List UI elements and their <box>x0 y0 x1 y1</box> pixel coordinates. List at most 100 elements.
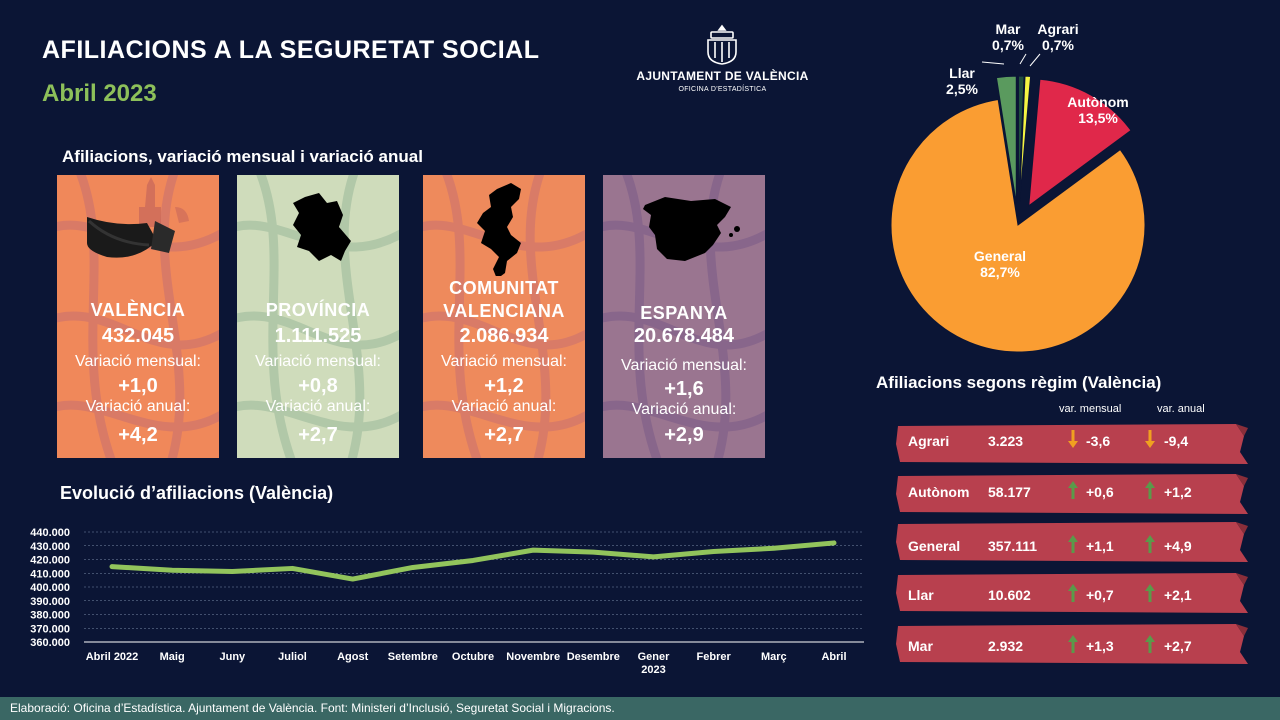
annual-label: Variació anual: <box>265 398 371 415</box>
x-tick-label: Febrer <box>697 651 732 663</box>
data-point <box>351 577 355 581</box>
regim-annual: -9,4 <box>1164 433 1189 449</box>
pie-value: 2,5% <box>946 81 978 97</box>
monthly-value: +1,6 <box>664 378 704 400</box>
arrow-up-icon <box>1068 481 1078 499</box>
y-tick-label: 440.000 <box>30 527 70 539</box>
monthly-value: +1,0 <box>118 375 158 397</box>
logo-line1: AJUNTAMENT DE VALÈNCIA <box>636 69 809 83</box>
pie-label: Mar <box>996 21 1021 37</box>
data-point <box>110 565 114 569</box>
regim-pie-chart: Mar0,7%Agrari0,7%Autònom13,5%General82,7… <box>890 21 1146 353</box>
data-point <box>772 546 776 550</box>
card-valencia: VALÈNCIA 432.045 Variació mensual: +1,0 … <box>57 175 219 458</box>
annual-value: +2,9 <box>664 424 704 446</box>
regim-annual: +4,9 <box>1164 538 1192 554</box>
regim-name: Llar <box>908 587 934 603</box>
page-subtitle: Abril 2023 <box>42 80 157 107</box>
header-annual: var. anual <box>1157 403 1205 415</box>
annual-value: +4,2 <box>118 424 158 446</box>
x-tick-label: Maig <box>160 651 185 663</box>
arrow-up-icon <box>1068 535 1078 553</box>
data-point <box>591 550 595 554</box>
header-monthly: var. mensual <box>1059 403 1122 415</box>
regim-row: Autònom 58.177 +0,6 +1,2 <box>896 472 1248 514</box>
x-tick-label: Octubre <box>452 651 494 663</box>
monthly-label: Variació mensual: <box>255 353 381 370</box>
card-comunitat: COMUNITAT VALENCIANA 2.086.934 Variació … <box>423 175 585 458</box>
card-value: 20.678.484 <box>633 325 735 347</box>
pie-slice-llar <box>995 75 1017 204</box>
data-point <box>411 565 415 569</box>
y-tick-label: 360.000 <box>30 637 70 649</box>
regim-row: Mar 2.932 +1,3 +2,7 <box>896 622 1248 664</box>
card-espanya: ESPANYA 20.678.484 Variació mensual: +1,… <box>603 175 765 458</box>
regim-monthly: -3,6 <box>1086 433 1111 449</box>
pie-value: 0,7% <box>1042 37 1074 53</box>
y-tick-label: 370.000 <box>30 623 70 635</box>
x-tick-label: Abril <box>821 651 846 663</box>
annual-label: Variació anual: <box>85 398 191 415</box>
monthly-label: Variació mensual: <box>621 357 747 374</box>
x-tick-label: Abril 2022 <box>86 651 139 663</box>
card-provincia: PROVÍNCIA 1.111.525 Variació mensual: +0… <box>237 175 399 458</box>
regim-monthly: +1,3 <box>1086 638 1114 654</box>
regim-value: 10.602 <box>988 587 1031 603</box>
card-value: 2.086.934 <box>459 325 549 347</box>
annual-label: Variació anual: <box>631 401 737 418</box>
leader-line <box>1019 53 1027 65</box>
cards-section-title: Afiliacions, variació mensual i variació… <box>62 147 423 166</box>
region-map-icon <box>477 183 521 276</box>
card-value: 432.045 <box>101 325 175 347</box>
regim-row: Agrari 3.223 -3,6 -9,4 <box>896 422 1248 464</box>
province-map-icon <box>293 193 351 261</box>
leader-line <box>1029 53 1041 67</box>
y-tick-label: 430.000 <box>30 541 70 553</box>
footer-text: Elaboració: Oficina d’Estadística. Ajunt… <box>10 701 615 715</box>
pie-label: Agrari <box>1037 21 1078 37</box>
arrow-up-icon <box>1145 584 1155 602</box>
data-point <box>230 569 234 573</box>
regim-name: General <box>908 538 961 554</box>
footer: Elaboració: Oficina d’Estadística. Ajunt… <box>0 697 1280 720</box>
x-tick-label: Juny <box>219 651 246 663</box>
city-coat-of-arms-icon <box>707 24 737 65</box>
page-title: AFILIACIONS A LA SEGURETAT SOCIAL <box>42 36 540 64</box>
annual-value: +2,7 <box>484 424 524 446</box>
annual-value: +2,7 <box>298 424 338 446</box>
pie-slice-agrari <box>1018 75 1032 204</box>
regim-monthly: +1,1 <box>1086 538 1114 554</box>
card-value: 1.111.525 <box>274 325 362 347</box>
y-tick-label: 420.000 <box>30 555 70 567</box>
monthly-value: +1,2 <box>484 375 524 397</box>
arrow-down-icon <box>1068 430 1078 448</box>
card-name: PROVÍNCIA <box>265 300 371 320</box>
logo-line2: OFICINA D'ESTADÍSTICA <box>678 86 767 93</box>
pie-slice-mar <box>1017 75 1025 204</box>
pie-value: 82,7% <box>980 264 1020 280</box>
regim-value: 58.177 <box>988 484 1031 500</box>
card-name: VALÈNCIA <box>90 300 186 320</box>
data-point <box>531 548 535 552</box>
data-point <box>291 566 294 570</box>
regim-name: Autònom <box>908 484 970 500</box>
x-tick-label: Desembre <box>567 651 620 663</box>
arrow-down-icon <box>1145 430 1155 448</box>
regim-name: Mar <box>908 638 933 654</box>
monthly-label: Variació mensual: <box>441 353 567 370</box>
arrow-up-icon <box>1145 481 1155 499</box>
regim-title: Afiliacions segons règim (València) <box>876 373 1162 392</box>
regim-row: Llar 10.602 +0,7 +2,1 <box>896 571 1248 613</box>
x-tick-label: Setembre <box>388 651 438 663</box>
data-point <box>170 568 174 572</box>
card-name: ESPANYA <box>640 303 728 323</box>
regim-value: 357.111 <box>988 538 1038 554</box>
city-skyline-icon <box>87 177 189 258</box>
pie-value: 0,7% <box>992 37 1024 53</box>
annual-label: Variació anual: <box>451 398 557 415</box>
arrow-up-icon <box>1145 535 1155 553</box>
regim-annual: +1,2 <box>1164 484 1192 500</box>
y-tick-label: 390.000 <box>30 596 70 608</box>
y-tick-label: 400.000 <box>30 582 70 594</box>
